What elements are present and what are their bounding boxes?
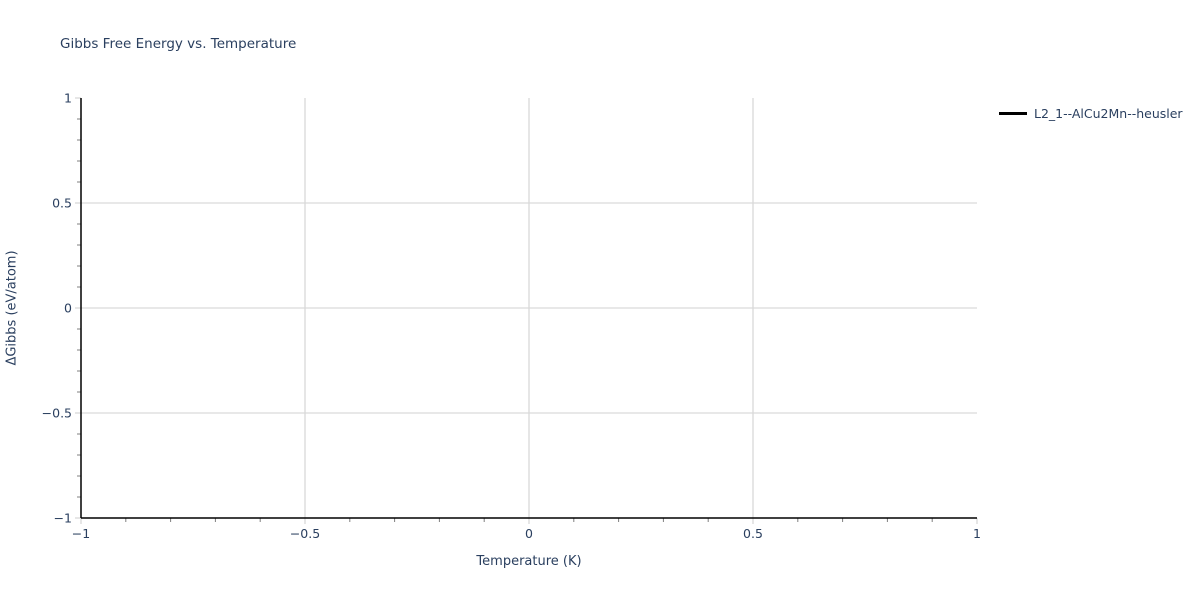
x-tick-label: 1 — [973, 526, 981, 541]
y-tick-label: 1 — [64, 91, 72, 106]
y-tick-label: 0 — [64, 301, 72, 316]
x-tick-label: −1 — [72, 526, 90, 541]
x-axis-label: Temperature (K) — [476, 554, 582, 569]
y-tick-label: −1 — [54, 511, 72, 526]
chart-title: Gibbs Free Energy vs. Temperature — [60, 36, 297, 52]
y-tick-label: −0.5 — [42, 406, 72, 421]
x-tick-label: 0.5 — [743, 526, 763, 541]
y-axis-label: ΔGibbs (eV/atom) — [4, 250, 20, 366]
x-tick-label: −0.5 — [290, 526, 320, 541]
legend-line-swatch — [999, 112, 1027, 115]
legend-series-label: L2_1--AlCu2Mn--heusler — [1034, 106, 1183, 121]
legend-item[interactable]: L2_1--AlCu2Mn--heusler — [999, 106, 1183, 121]
y-tick-label: 0.5 — [52, 196, 72, 211]
x-tick-label: 0 — [525, 526, 533, 541]
